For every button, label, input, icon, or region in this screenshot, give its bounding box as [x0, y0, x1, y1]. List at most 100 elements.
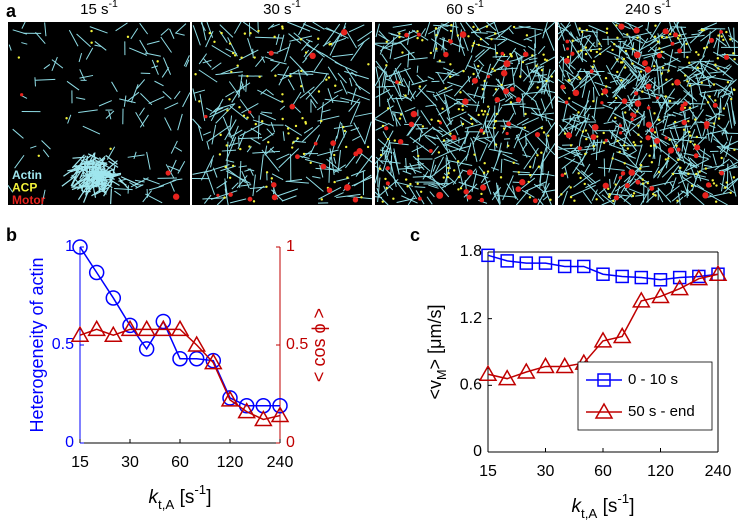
filament	[622, 42, 642, 54]
acp-dot	[317, 37, 320, 40]
filament	[287, 79, 295, 91]
acp-dot	[678, 34, 681, 37]
motor-dot	[656, 53, 663, 59]
filament	[333, 157, 337, 164]
acp-dot	[632, 192, 636, 195]
motor-dot	[719, 170, 725, 176]
acp-dot	[472, 72, 475, 76]
label-part: ]	[206, 487, 211, 508]
filament	[674, 51, 692, 54]
filament	[266, 128, 274, 136]
filament	[561, 119, 582, 131]
filament	[491, 186, 502, 201]
filament	[192, 118, 202, 129]
filament	[206, 172, 216, 195]
filament	[689, 163, 697, 181]
filament	[610, 144, 627, 152]
filament	[686, 78, 691, 87]
filament	[445, 119, 454, 128]
acp-dot	[639, 167, 642, 170]
acp-dot	[589, 49, 593, 53]
filament	[306, 44, 328, 57]
acp-dot	[242, 114, 246, 117]
motor-dot	[471, 77, 479, 84]
filament	[398, 94, 410, 100]
filament	[494, 44, 497, 59]
filament	[388, 62, 402, 81]
acp-dot	[480, 192, 483, 196]
filament	[713, 38, 718, 49]
motor-dot	[503, 60, 511, 68]
acp-dot	[708, 95, 711, 98]
filament	[242, 21, 260, 34]
filament	[445, 143, 466, 153]
acp-dot	[668, 32, 672, 36]
filament	[570, 31, 575, 39]
filament	[374, 43, 392, 51]
filament	[613, 125, 618, 132]
acp-dot	[281, 93, 284, 96]
acp-dot	[467, 35, 470, 38]
acp-dot	[459, 187, 463, 190]
x-tick-label: 15	[479, 463, 497, 480]
acp-dot	[664, 95, 667, 98]
filament	[496, 142, 502, 161]
label-part: 30 s	[263, 1, 291, 18]
filament	[355, 155, 373, 177]
legend-label: Actin	[12, 168, 42, 182]
filament	[702, 39, 710, 57]
filament	[77, 185, 89, 201]
acp-dot	[535, 64, 538, 68]
acp-dot	[301, 117, 304, 120]
acp-dot	[398, 35, 401, 39]
marker	[155, 313, 172, 330]
motor-dot	[634, 91, 639, 96]
acp-dot	[257, 29, 260, 33]
filament	[297, 69, 305, 93]
filament	[649, 46, 665, 60]
filament	[528, 57, 538, 61]
motor-dot	[500, 51, 505, 56]
filament	[621, 112, 631, 137]
filament	[699, 62, 718, 72]
motor-dot	[326, 187, 333, 194]
marker	[497, 369, 517, 386]
filament	[162, 91, 172, 100]
filament	[655, 96, 667, 122]
filament	[530, 107, 539, 116]
filament	[660, 50, 681, 63]
acp-dot	[384, 177, 387, 181]
motor-dot	[320, 163, 327, 170]
filament	[464, 127, 469, 145]
label-part: -1	[292, 0, 301, 10]
acp-dot	[716, 57, 720, 60]
filament	[719, 143, 732, 155]
motor-dot	[676, 147, 681, 152]
acp-dot	[385, 40, 388, 44]
filament	[479, 143, 489, 162]
acp-dot	[639, 70, 643, 73]
acp-dot	[568, 97, 571, 100]
acp-dot	[591, 65, 595, 68]
filament	[618, 40, 626, 43]
filament	[516, 117, 529, 126]
acp-dot	[604, 76, 608, 80]
y-tick-label: 1	[65, 238, 74, 255]
acp-dot	[287, 132, 290, 135]
x-tick-label: 30	[537, 463, 555, 480]
filament	[521, 54, 537, 63]
filament	[610, 131, 632, 147]
filament	[482, 172, 492, 195]
filament	[240, 184, 252, 187]
filament	[79, 74, 94, 79]
filament	[521, 117, 539, 126]
filament	[619, 39, 628, 54]
filament	[492, 87, 500, 97]
acp-dot	[470, 117, 473, 121]
motor-dot	[602, 182, 609, 189]
filament	[316, 94, 339, 111]
filament	[341, 122, 345, 138]
filament	[211, 62, 222, 71]
filament	[566, 72, 577, 94]
filament	[277, 46, 290, 53]
